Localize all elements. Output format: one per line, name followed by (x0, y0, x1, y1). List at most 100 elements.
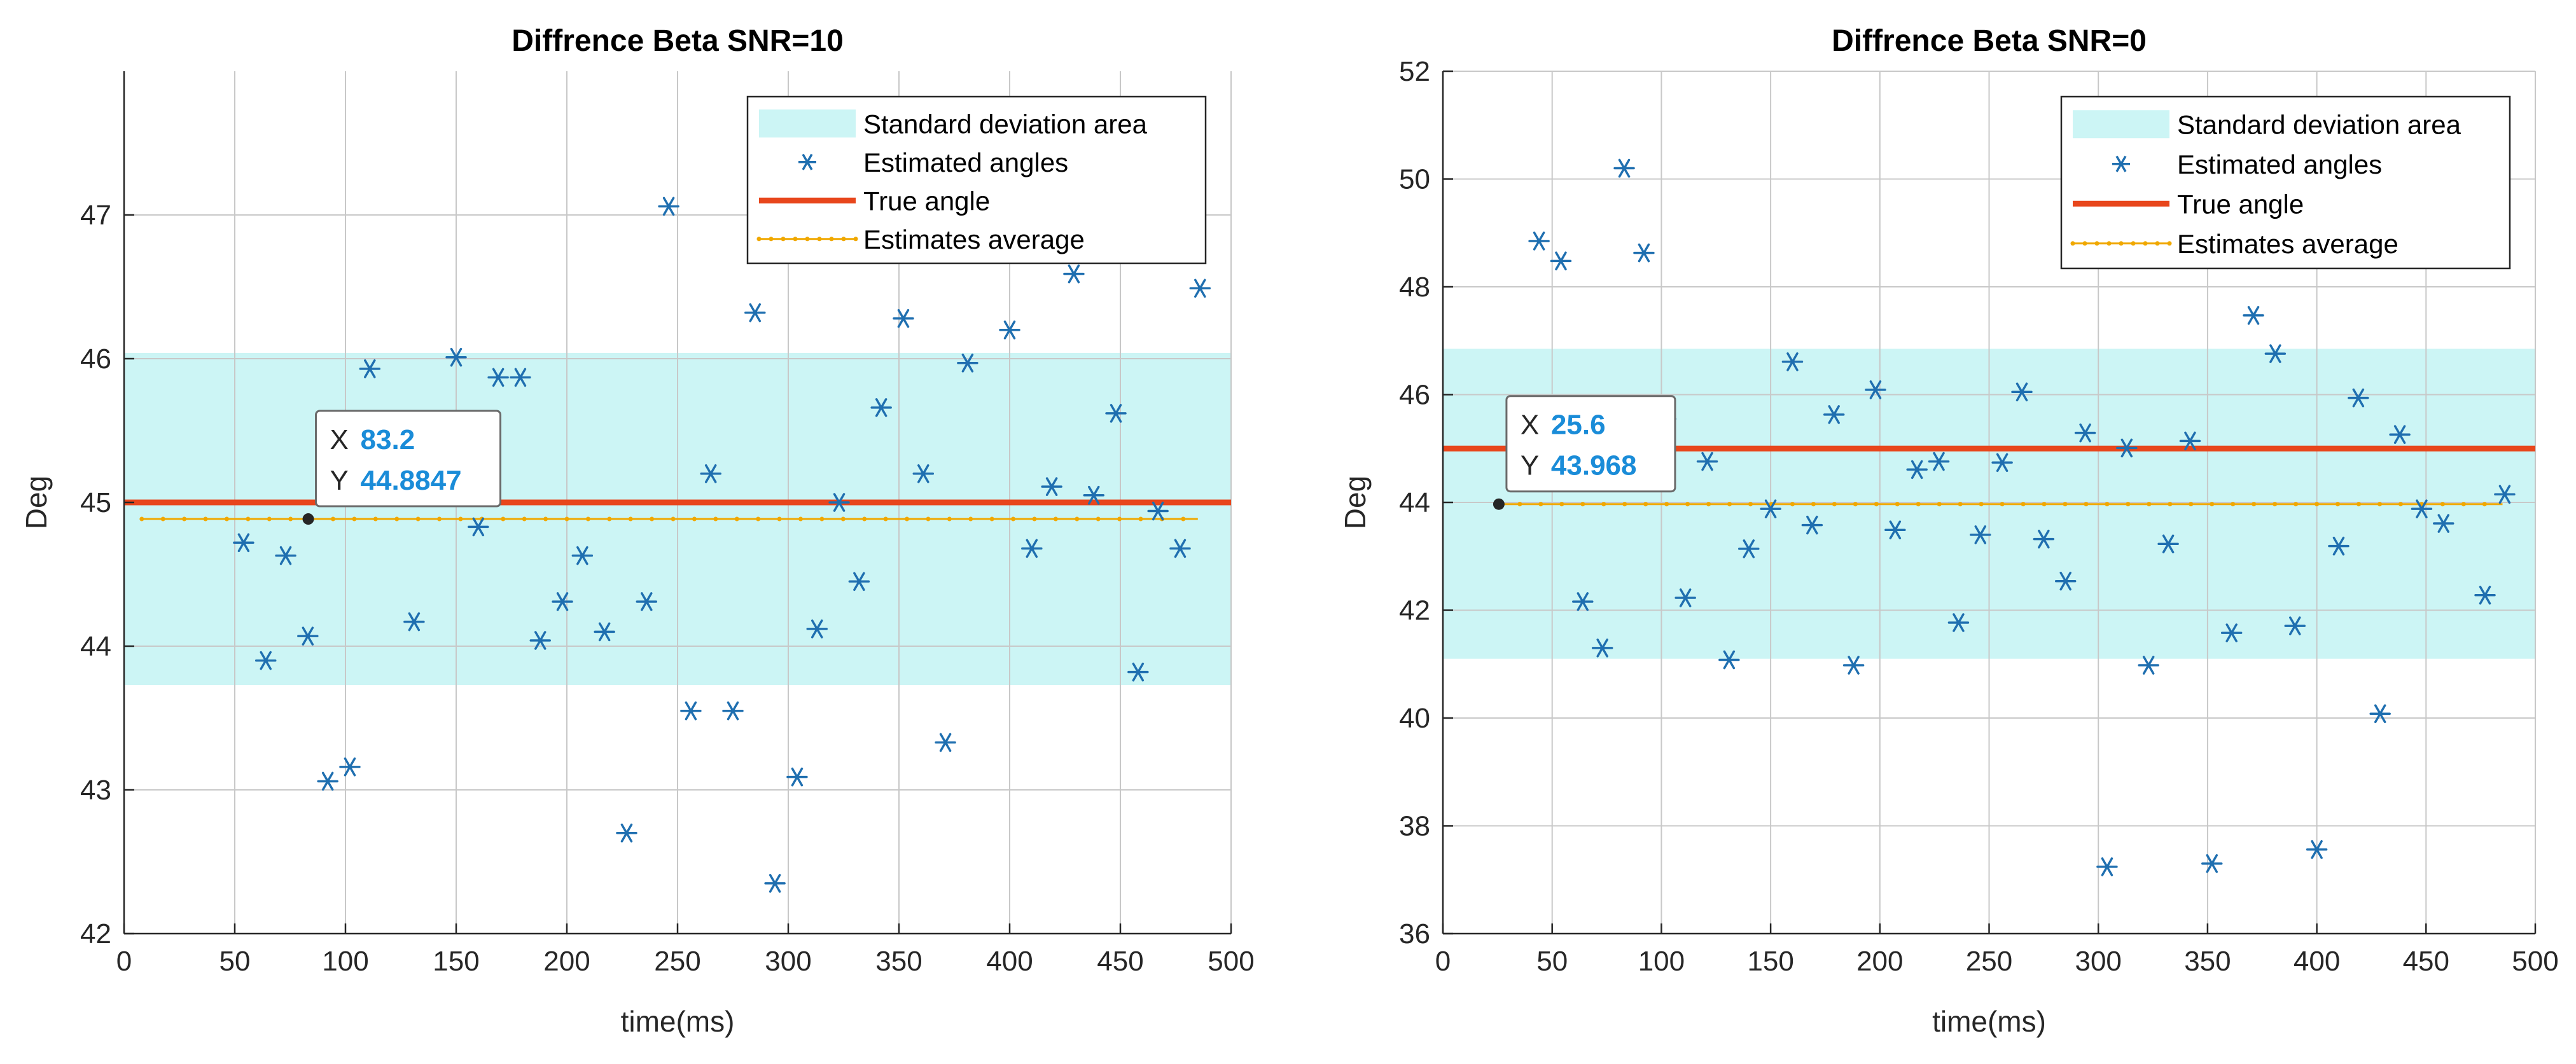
estimated-angle-point (1591, 639, 1613, 658)
average-marker (543, 516, 548, 522)
y-tick-label: 42 (1399, 595, 1430, 626)
average-marker (840, 516, 846, 522)
average-marker (2042, 502, 2047, 507)
x-tick-label: 400 (2294, 946, 2340, 977)
average-marker (2105, 502, 2110, 507)
y-tick-label: 52 (1399, 56, 1430, 87)
estimated-angle-point (339, 757, 361, 777)
data-tip-x-label: X (1521, 410, 1539, 441)
estimated-angle-point (2116, 438, 2138, 458)
average-marker (2168, 502, 2173, 507)
average-marker (1643, 502, 1648, 507)
average-marker (415, 516, 421, 522)
estimated-angle-point (2011, 382, 2033, 402)
legend-label: True angle (2177, 189, 2304, 219)
estimated-angle-point (403, 612, 425, 632)
average-marker (2398, 502, 2403, 507)
average-marker (2440, 502, 2445, 507)
estimated-angle-point (1947, 613, 1970, 632)
x-tick-label: 250 (654, 946, 700, 977)
average-marker (288, 516, 293, 522)
average-marker (734, 516, 739, 522)
estimated-angle-point (616, 824, 637, 843)
average-marker (182, 516, 187, 522)
estimated-angle-point (912, 464, 935, 483)
y-tick-label: 44 (80, 631, 111, 662)
average-marker (2126, 502, 2131, 507)
estimated-angle-point (2474, 585, 2496, 605)
x-tick-label: 500 (1208, 946, 1254, 977)
x-tick-label: 100 (322, 946, 368, 977)
average-marker (1958, 502, 1963, 507)
average-marker (2357, 502, 2362, 507)
estimated-angle-point (2433, 514, 2454, 533)
y-tick-label: 38 (1399, 811, 1430, 842)
y-tick-label: 36 (1399, 918, 1430, 950)
y-tick-label: 44 (1399, 487, 1430, 518)
average-marker (1580, 502, 1585, 507)
estimated-angle-point (2411, 499, 2433, 518)
estimated-angle-point (1970, 525, 1991, 544)
average-marker (650, 516, 655, 522)
legend-label: Standard deviation area (2177, 109, 2461, 139)
estimated-angle-point (1884, 520, 1906, 540)
legend-swatch-dot (2106, 241, 2112, 246)
estimated-angle-point (254, 651, 277, 670)
estimated-angle-point (359, 359, 381, 378)
estimated-angle-point (828, 493, 850, 512)
chart-title: Diffrence Beta SNR=0 (1832, 24, 2147, 58)
x-tick-label: 400 (986, 946, 1033, 977)
average-marker (501, 516, 506, 522)
average-marker (777, 516, 782, 522)
data-tip-box (315, 410, 502, 508)
average-marker (2084, 502, 2089, 507)
average-marker (1053, 516, 1058, 522)
average-marker (2294, 502, 2299, 507)
estimated-angle-point (1928, 452, 1950, 471)
x-tick-label: 450 (1097, 946, 1143, 977)
legend-swatch-dot (769, 237, 774, 242)
x-tick-label: 0 (116, 946, 132, 977)
average-marker (139, 516, 144, 522)
legend-swatch-dot (2094, 241, 2099, 246)
estimated-angle-point (1041, 477, 1062, 496)
average-marker (2000, 502, 2005, 507)
average-marker (1853, 502, 1858, 507)
average-marker (883, 516, 888, 522)
average-marker (2189, 502, 2194, 507)
legend: Standard deviation area Estimated angles T… (2060, 95, 2511, 270)
average-marker (628, 516, 633, 522)
estimated-angle-point (1842, 656, 1865, 675)
legend-swatch-dot (841, 237, 846, 242)
estimated-angle-point (1063, 264, 1085, 284)
average-marker (1075, 516, 1080, 522)
x-tick-label: 450 (2403, 946, 2449, 977)
chart-title: Diffrence Beta SNR=10 (512, 24, 844, 58)
average-marker (1937, 502, 1942, 507)
estimated-angle-point (1718, 650, 1740, 670)
estimated-angle-point (1760, 499, 1781, 518)
estimated-angle-point (2201, 854, 2223, 873)
average-marker (1138, 516, 1143, 522)
estimated-angle-point (1169, 539, 1191, 558)
average-marker (947, 516, 952, 522)
legend-swatch-dot (2155, 241, 2160, 246)
estimated-angle-point (870, 398, 892, 417)
estimated-angle-point (529, 631, 551, 650)
y-tick-label: 46 (80, 343, 111, 375)
estimated-angle-point (764, 874, 786, 893)
data-tip-y-value: 43.968 (1551, 450, 1637, 481)
average-marker (1685, 502, 1690, 507)
estimated-angle-point (1189, 279, 1211, 298)
estimated-angle-point (2264, 344, 2287, 363)
average-marker (1664, 502, 1669, 507)
estimated-angle-point (275, 546, 296, 565)
legend-swatch-dot (781, 237, 786, 242)
average-marker (564, 516, 569, 522)
x-tick-label: 50 (1536, 946, 1568, 977)
legend-swatch-dot (793, 237, 798, 242)
x-axis-label: time(ms) (621, 1005, 735, 1038)
average-marker (1706, 502, 1711, 507)
estimated-angle-point (893, 308, 914, 328)
y-axis-label: Deg (20, 476, 53, 529)
